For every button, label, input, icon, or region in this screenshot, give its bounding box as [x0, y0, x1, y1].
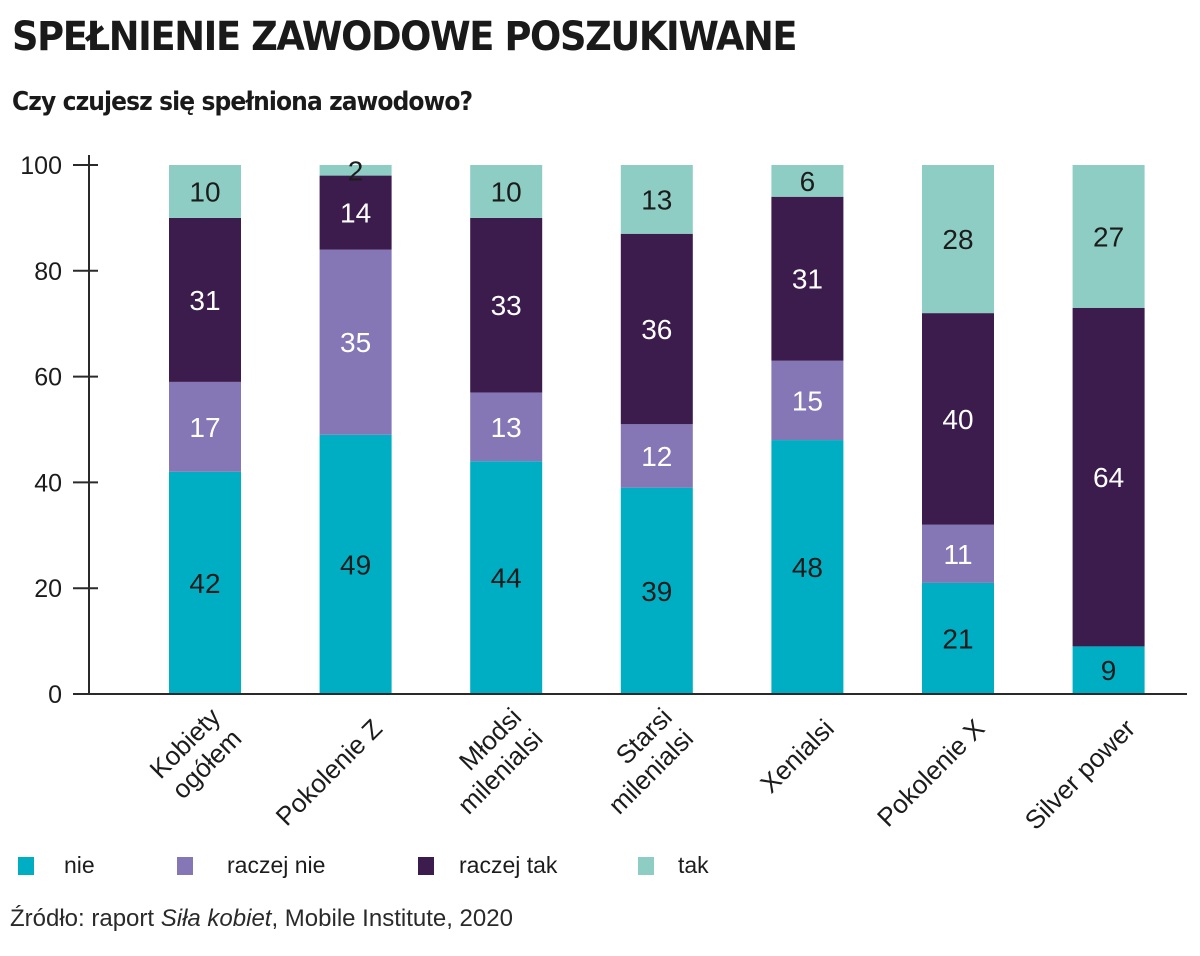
data-label-tak: 13 — [641, 184, 672, 215]
bar-segment-raczej-tak — [470, 217, 543, 393]
x-tick-label: Pokolenie X — [871, 713, 990, 832]
bar-segment-raczej-tak — [319, 175, 392, 250]
data-label-raczej-nie: 17 — [189, 412, 220, 443]
bar-segment-raczej-nie — [922, 524, 994, 583]
legend-label-tak: tak — [678, 852, 709, 878]
data-label-nie: 39 — [641, 576, 672, 607]
chart-title: SPEŁNIENIE ZAWODOWE POSZUKIWANE — [12, 14, 798, 60]
legend-label-nie: nie — [64, 852, 95, 878]
bar-segment-raczej-tak — [620, 233, 693, 425]
data-label-raczej-tak: 31 — [792, 264, 823, 295]
data-label-nie: 42 — [189, 568, 220, 599]
bar-segment-raczej-tak — [922, 313, 994, 525]
bar-segment-nie — [771, 440, 844, 694]
data-label-raczej-nie: 12 — [641, 441, 672, 472]
source-suffix: , Mobile Institute, 2020 — [271, 905, 513, 932]
bar-segment-tak — [620, 165, 693, 234]
bar-segment-nie — [922, 582, 994, 694]
data-label-raczej-tak: 33 — [491, 290, 522, 321]
bar-segment-tak — [470, 165, 543, 218]
legend: nie raczej nie raczej tak tak — [0, 852, 1200, 884]
bar-segment-tak — [1072, 165, 1145, 308]
data-label-tak: 27 — [1093, 221, 1124, 252]
bar-segment-tak — [771, 165, 844, 197]
data-label-raczej-tak: 64 — [1093, 462, 1124, 493]
legend-swatch-tak — [638, 856, 654, 875]
bar-segment-tak — [169, 165, 241, 218]
bar-segment-nie — [169, 471, 241, 694]
data-label-tak: 2 — [348, 155, 364, 186]
bar-segment-raczej-tak — [169, 217, 241, 382]
stacked-bar-chart: 42 17 31 10 49 35 14 2 44 13 33 10 39 12 36 13 48 15 31 6 21… — [20, 152, 1187, 836]
bar-segment-nie — [319, 434, 392, 694]
legend-item-raczej-tak: raczej tak — [418, 852, 557, 879]
legend-label-raczej-nie: raczej nie — [227, 852, 326, 878]
data-label-nie: 44 — [491, 563, 522, 594]
bar-segment-raczej-nie — [169, 381, 241, 472]
y-tick-label: 60 — [34, 364, 62, 392]
legend-swatch-raczej-nie — [177, 856, 193, 875]
data-label-raczej-nie: 11 — [943, 539, 972, 570]
bar-segment-raczej-nie — [319, 249, 392, 435]
bar-segment-raczej-tak — [771, 196, 844, 361]
legend-swatch-raczej-tak — [418, 856, 434, 875]
bar-segment-raczej-nie — [620, 424, 693, 488]
legend-swatch-nie — [18, 856, 34, 875]
x-tick-label: Pokolenie Z — [270, 713, 388, 831]
data-label-raczej-tak: 40 — [942, 404, 973, 435]
data-label-nie: 21 — [942, 623, 973, 654]
bar-segment-raczej-nie — [771, 360, 844, 441]
chart-subtitle: Czy czujesz się spełniona zawodowo? — [12, 87, 473, 117]
legend-item-tak: tak — [638, 852, 709, 879]
source-prefix: Źródło: raport — [10, 905, 161, 932]
legend-item-nie: nie — [18, 852, 95, 879]
bar-segment-raczej-nie — [470, 392, 543, 462]
y-tick-label: 80 — [34, 258, 62, 286]
y-tick-label: 0 — [48, 681, 62, 709]
bar-segment-tak — [922, 165, 994, 314]
legend-item-raczej-nie: raczej nie — [177, 852, 325, 879]
data-label-tak: 6 — [800, 166, 816, 197]
data-label-tak: 10 — [189, 176, 220, 207]
data-label-nie: 48 — [792, 552, 823, 583]
data-label-nie: 9 — [1101, 655, 1117, 686]
source-report-title: Siła kobiet — [160, 905, 272, 932]
y-tick-label: 100 — [20, 152, 62, 180]
data-label-tak: 10 — [491, 176, 522, 207]
bar-segment-nie — [1072, 646, 1145, 694]
legend-label-raczej-tak: raczej tak — [459, 852, 558, 878]
data-label-raczej-tak: 31 — [189, 285, 220, 316]
y-tick-label: 40 — [34, 469, 62, 497]
x-tick-label-line: Pokolenie Z — [270, 713, 388, 831]
bar-segment-raczej-tak — [1072, 307, 1145, 647]
source-note: Źródło: raport Siła kobiet, Mobile Insti… — [10, 905, 513, 933]
data-label-raczej-nie: 15 — [792, 385, 823, 416]
bar-segment-nie — [620, 487, 693, 694]
data-label-raczej-tak: 36 — [641, 314, 672, 345]
data-label-raczej-nie: 13 — [491, 412, 522, 443]
x-tick-label-line: Xenialsi — [754, 713, 840, 799]
bar-segment-tak — [319, 165, 392, 176]
x-tick-label: Xenialsi — [754, 713, 840, 799]
data-label-nie: 49 — [340, 549, 371, 580]
data-label-raczej-tak: 14 — [340, 198, 371, 229]
data-label-tak: 28 — [942, 224, 973, 255]
data-label-raczej-nie: 35 — [340, 327, 371, 358]
x-tick-label-line: Silver power — [1019, 713, 1142, 836]
y-tick-label: 20 — [34, 575, 62, 603]
x-tick-label-line: Pokolenie X — [871, 713, 990, 832]
bar-segment-nie — [470, 461, 543, 694]
x-tick-label: Silver power — [1019, 713, 1142, 836]
